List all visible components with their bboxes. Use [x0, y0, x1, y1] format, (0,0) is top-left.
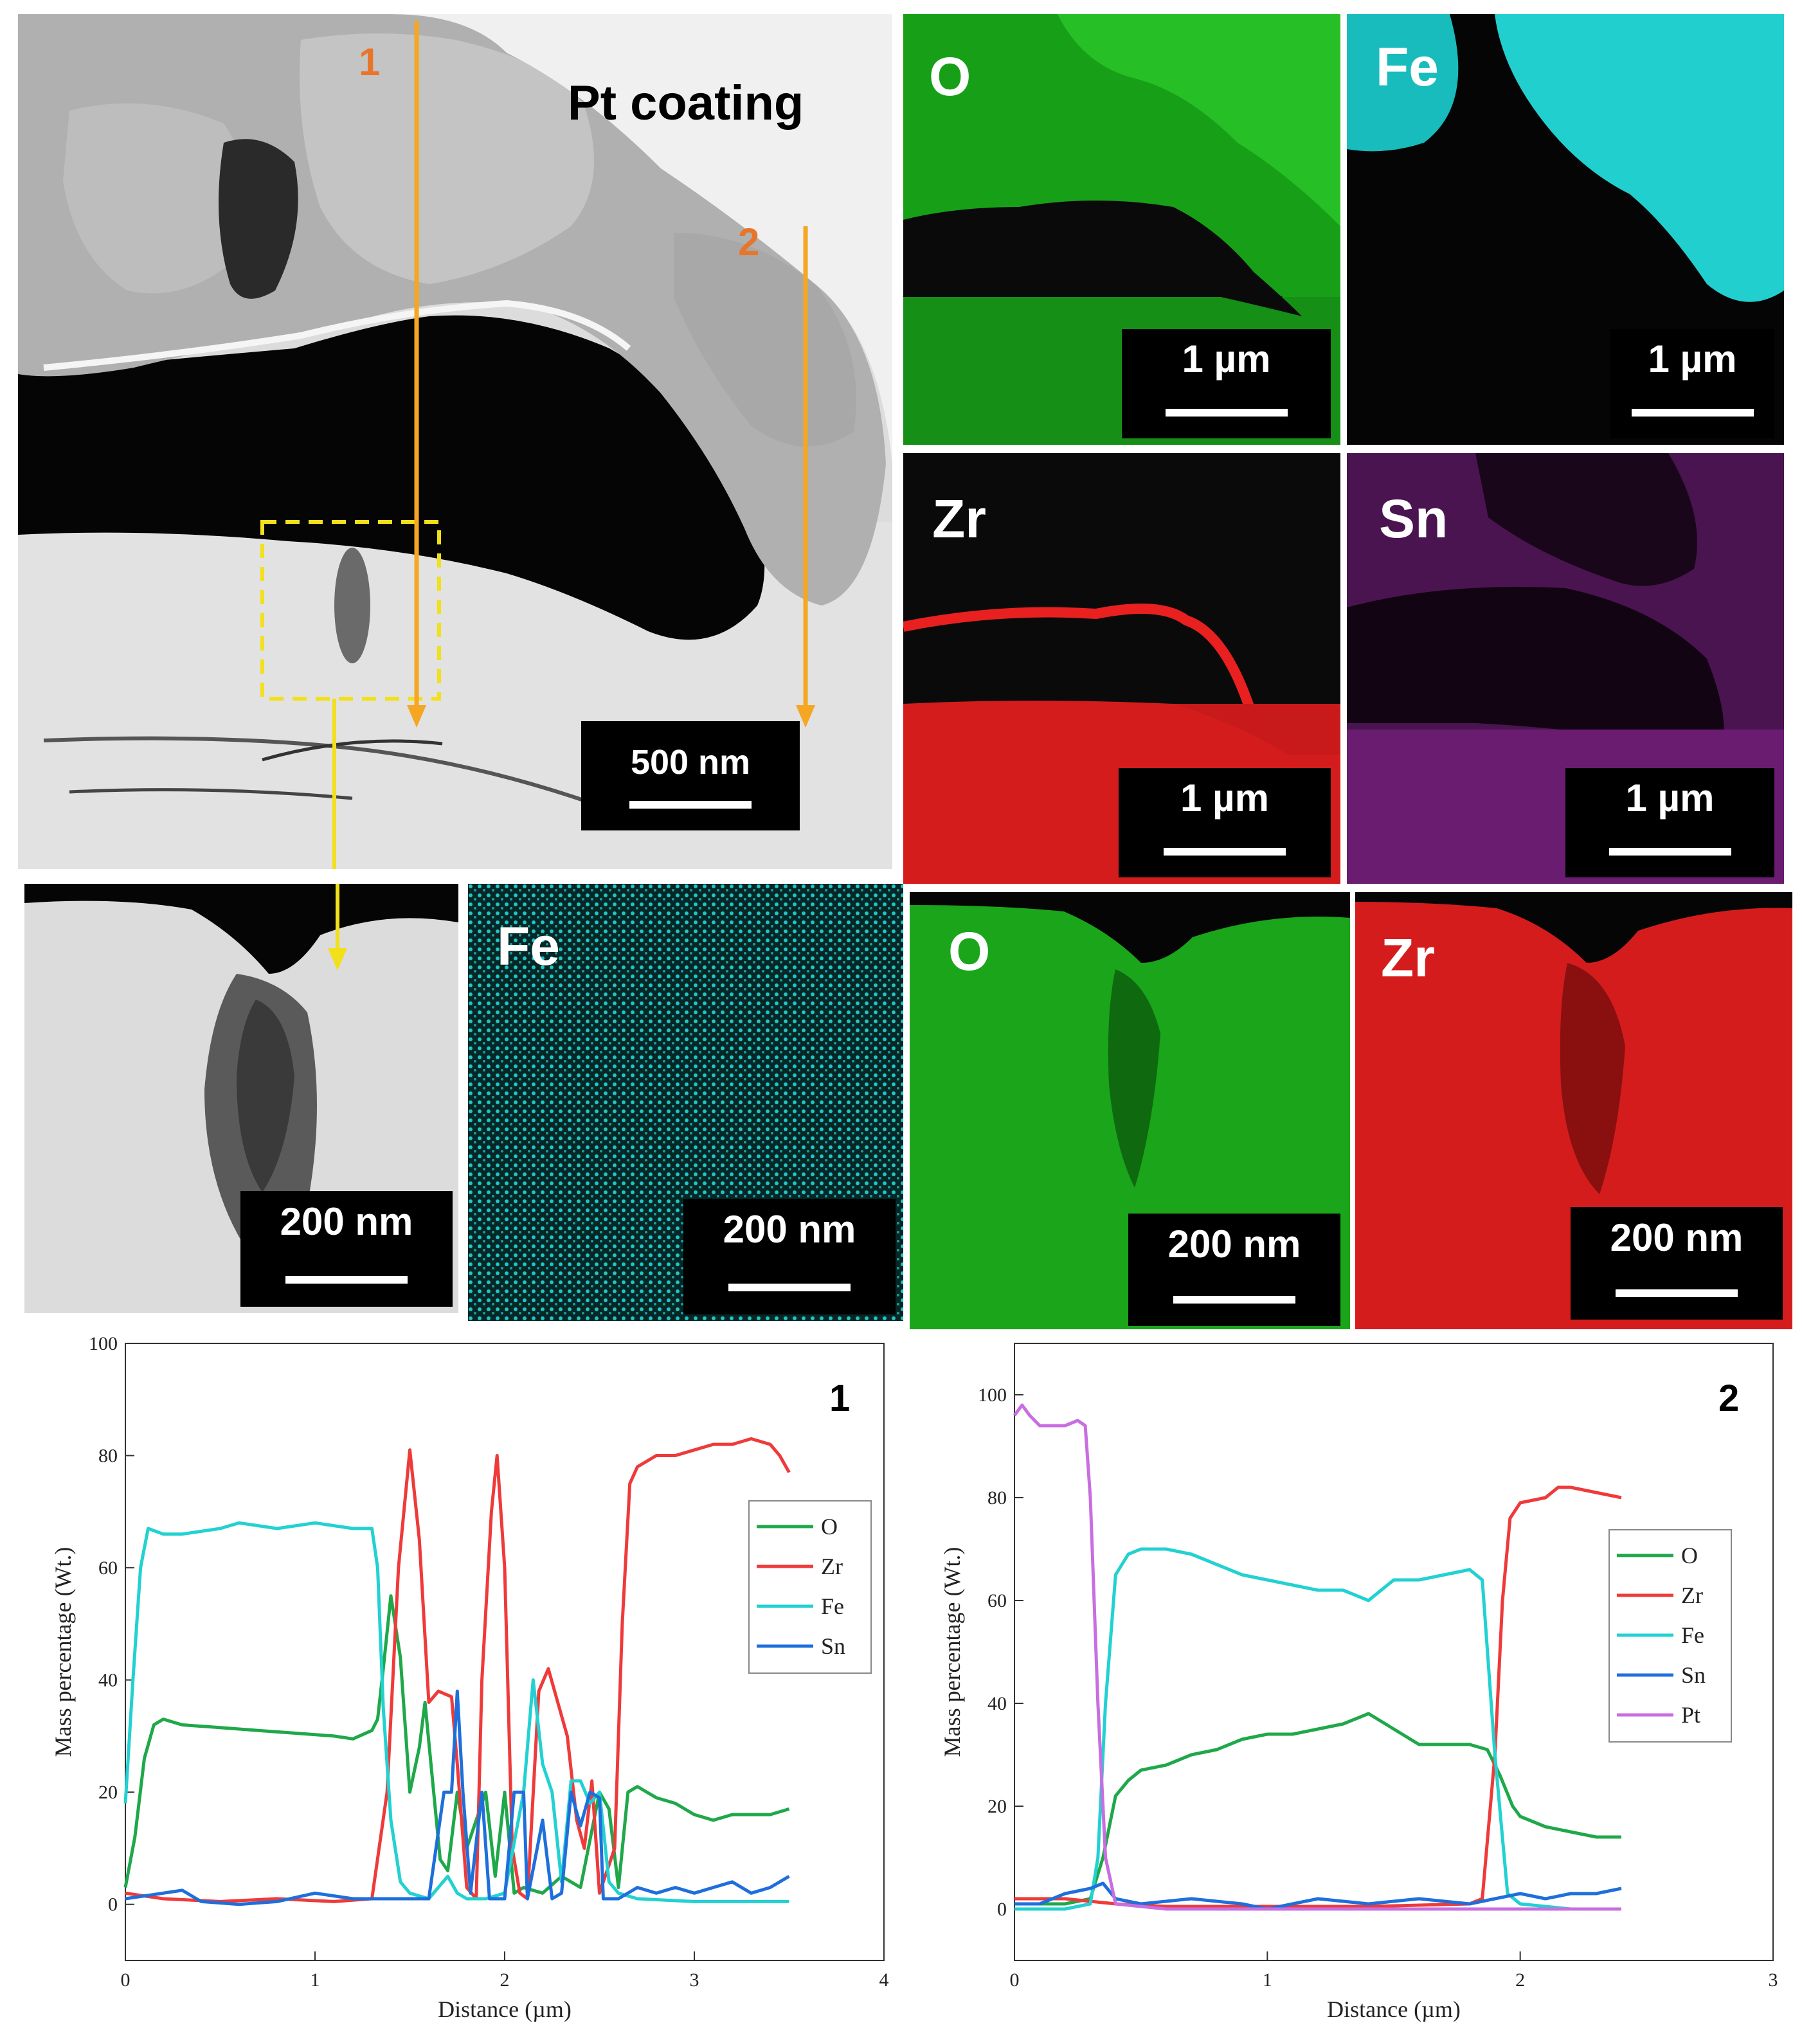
chart-1-xtick-label: 1	[311, 1969, 320, 1991]
chart-1-series-sn	[125, 1689, 790, 1906]
map-top-zr-scale-bar: 1 µm	[1119, 768, 1331, 877]
map-top-fe-scale-bar: 1 µm	[1610, 329, 1774, 438]
chart-2-ytick-label: 60	[987, 1590, 1007, 1611]
chart-1-ytick-label: 100	[89, 1333, 118, 1354]
chart-2-series-o	[1014, 1712, 1621, 1906]
zoom-micrograph-scale-line	[285, 1276, 408, 1284]
chart-1-legend-label: Zr	[821, 1554, 843, 1579]
map-top-fe-scale-line	[1631, 409, 1754, 417]
chart-1-ytick-label: 60	[98, 1557, 118, 1579]
map-bottom-fe: Fe 200 nm	[468, 884, 903, 1321]
chart-2-xtick-label: 0	[1010, 1969, 1020, 1991]
map-top-o: O 1 µm	[903, 14, 1340, 445]
chart-1-legend	[748, 1500, 872, 1674]
chart-2-ytick-label: 40	[987, 1693, 1007, 1714]
map-top-sn-scale-label: 1 µm	[1625, 776, 1715, 820]
chart-2-legend-label: Sn	[1681, 1662, 1706, 1688]
map-top-zr-scale-label: 1 µm	[1180, 776, 1269, 820]
chart-1-xtick-label: 4	[879, 1969, 889, 1991]
main-scale-line	[629, 801, 752, 809]
map-top-sn: Sn 1 µm	[1347, 453, 1784, 884]
chart-1-ytick-label: 0	[108, 1894, 118, 1915]
chart-1-xtick-label: 3	[690, 1969, 699, 1991]
micrograph-drawing	[18, 14, 892, 869]
chart-2-legend-label: Pt	[1681, 1702, 1700, 1728]
map-bottom-o-scale-bar: 200 nm	[1128, 1214, 1340, 1326]
chart-2-panel-label: 2	[1718, 1377, 1739, 1419]
map-top-o-scale-bar: 1 µm	[1122, 329, 1331, 438]
map-top-fe-label: Fe	[1376, 37, 1439, 97]
line-marker-2: 2	[738, 220, 760, 264]
map-top-sn-label: Sn	[1379, 489, 1448, 549]
map-bottom-zr-label: Zr	[1381, 928, 1435, 988]
map-bottom-o: O 200 nm	[910, 892, 1350, 1329]
map-top-zr-label: Zr	[932, 489, 986, 549]
map-bottom-zr-scale-bar: 200 nm	[1571, 1207, 1783, 1320]
chart-2-series-pt	[1013, 1403, 1621, 1911]
map-bottom-zr-scale-line	[1616, 1289, 1738, 1297]
line-marker-1: 1	[359, 40, 381, 84]
chart-2-series-fe	[1014, 1547, 1621, 1911]
chart-1-ytick-label: 40	[98, 1670, 118, 1691]
chart-1-ylabel: Mass percentage (Wt.)	[50, 1547, 76, 1757]
pt-coating-label: Pt coating	[568, 76, 804, 130]
main-micrograph: Pt coating 1 2 500 nm	[18, 14, 892, 869]
map-top-o-label: O	[929, 46, 971, 107]
chart-1-ytick-label: 20	[98, 1782, 118, 1803]
map-bottom-fe-scale-bar: 200 nm	[683, 1199, 896, 1314]
chart-1-legend-label: Sn	[821, 1633, 845, 1659]
map-top-fe-drawing	[1347, 14, 1784, 302]
chart-2-ytick-label: 100	[978, 1385, 1007, 1406]
chart-2-ytick-label: 0	[997, 1899, 1007, 1920]
map-top-fe: Fe 1 µm	[1347, 14, 1784, 445]
chart-2-legend-label: O	[1681, 1543, 1698, 1568]
chart-2-series-sn	[1014, 1881, 1622, 1911]
chart-2-ylabel: Mass percentage (Wt.)	[939, 1547, 965, 1757]
map-top-sn-scale-bar: 1 µm	[1565, 768, 1774, 877]
chart-1-legend-label: O	[821, 1514, 838, 1539]
line-scan-charts: 0 1 2 3 4 0 20 40 60 80 100 Distance (µm) Mass perce…	[0, 1324, 1802, 2044]
map-top-zr: Zr 1 µm	[903, 453, 1340, 884]
chart-2-xtick-label: 1	[1263, 1969, 1272, 1991]
chart-2-legend-label: Fe	[1681, 1622, 1704, 1648]
chart-1-xtick-label: 0	[121, 1969, 131, 1991]
chart-1-series-fe	[123, 1521, 789, 1903]
main-scale-label: 500 nm	[630, 743, 751, 782]
map-bottom-zr: Zr 200 nm	[1355, 892, 1792, 1329]
map-bottom-o-scale-line	[1173, 1296, 1295, 1304]
chart-1-series-zr	[125, 1437, 791, 1903]
zoom-micrograph-scale-bar: 200 nm	[240, 1191, 453, 1307]
map-bottom-o-label: O	[948, 921, 991, 982]
chart-2-legend-label: Zr	[1681, 1582, 1703, 1608]
zoom-micrograph: 200 nm	[24, 884, 458, 1313]
map-bottom-fe-scale-label: 200 nm	[723, 1208, 856, 1251]
map-top-o-scale-label: 1 µm	[1182, 337, 1271, 381]
chart-1-series-o	[123, 1594, 790, 1895]
chart-2-ytick-label: 80	[987, 1487, 1007, 1509]
chart-1-panel-label: 1	[829, 1377, 850, 1419]
chart-2-xtick-label: 3	[1769, 1969, 1778, 1991]
map-top-fe-scale-label: 1 µm	[1648, 337, 1737, 381]
chart-line-scan-2: 0 1 2 3 0 20 40 60 80 100 Distance (µm) Mass percen…	[939, 1343, 1778, 2022]
main-scale-bar: 500 nm	[581, 721, 800, 830]
map-bottom-o-scale-label: 200 nm	[1167, 1222, 1301, 1266]
chart-1-ytick-label: 80	[98, 1446, 118, 1467]
chart-2-ytick-label: 20	[987, 1796, 1007, 1817]
map-top-sn-scale-line	[1608, 848, 1731, 856]
chart-2-xtick-label: 2	[1515, 1969, 1525, 1991]
chart-1-legend-label: Fe	[821, 1593, 844, 1619]
map-bottom-fe-label: Fe	[497, 916, 561, 976]
chart-2-xlabel: Distance (µm)	[1327, 1996, 1461, 2022]
map-bottom-zr-scale-label: 200 nm	[1610, 1215, 1743, 1259]
map-top-o-scale-line	[1165, 409, 1288, 417]
chart-1-xtick-label: 2	[500, 1969, 510, 1991]
zoom-micrograph-scale-label: 200 nm	[280, 1200, 413, 1243]
map-bottom-fe-scale-line	[728, 1284, 851, 1291]
map-top-zr-scale-line	[1164, 848, 1286, 856]
chart-1-xlabel: Distance (µm)	[438, 1996, 572, 2022]
